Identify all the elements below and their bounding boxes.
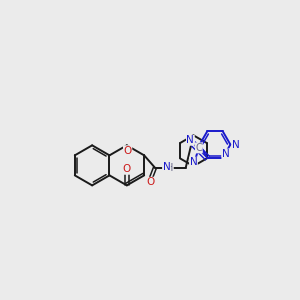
- Text: N: N: [232, 140, 240, 150]
- Text: H: H: [166, 163, 173, 173]
- Text: O: O: [123, 164, 131, 174]
- Text: C: C: [196, 143, 202, 153]
- Text: N: N: [163, 162, 170, 172]
- Text: N: N: [187, 135, 194, 145]
- Text: N: N: [190, 157, 197, 167]
- Text: O: O: [146, 177, 154, 187]
- Text: N: N: [222, 149, 230, 159]
- Text: O: O: [124, 146, 132, 156]
